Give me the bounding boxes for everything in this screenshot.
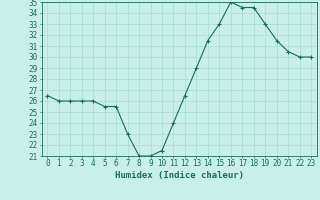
X-axis label: Humidex (Indice chaleur): Humidex (Indice chaleur) — [115, 171, 244, 180]
